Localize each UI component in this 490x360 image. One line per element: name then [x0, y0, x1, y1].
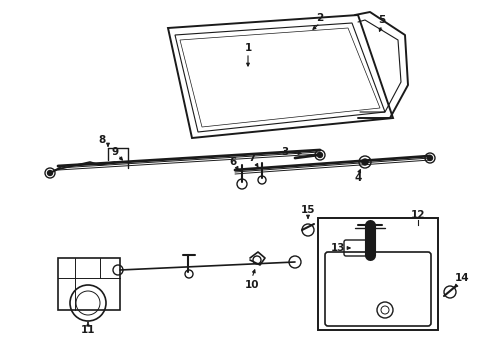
Circle shape: [427, 156, 433, 161]
Text: 2: 2: [317, 13, 323, 23]
Text: 4: 4: [354, 173, 362, 183]
Circle shape: [318, 153, 322, 158]
Text: 8: 8: [98, 135, 106, 145]
Text: 5: 5: [378, 15, 386, 25]
Text: 15: 15: [301, 205, 315, 215]
Text: 3: 3: [281, 147, 289, 157]
Text: 12: 12: [411, 210, 425, 220]
Text: 7: 7: [248, 153, 256, 163]
Text: 9: 9: [111, 147, 119, 157]
Bar: [58, 258, 120, 310]
Circle shape: [48, 171, 52, 176]
Text: 1: 1: [245, 43, 252, 53]
Text: 6: 6: [229, 157, 237, 167]
Text: 10: 10: [245, 280, 259, 290]
Circle shape: [362, 159, 368, 165]
Text: 13: 13: [331, 243, 345, 253]
Text: 11: 11: [81, 325, 95, 335]
Text: 14: 14: [455, 273, 469, 283]
Bar: [318, 218, 438, 330]
